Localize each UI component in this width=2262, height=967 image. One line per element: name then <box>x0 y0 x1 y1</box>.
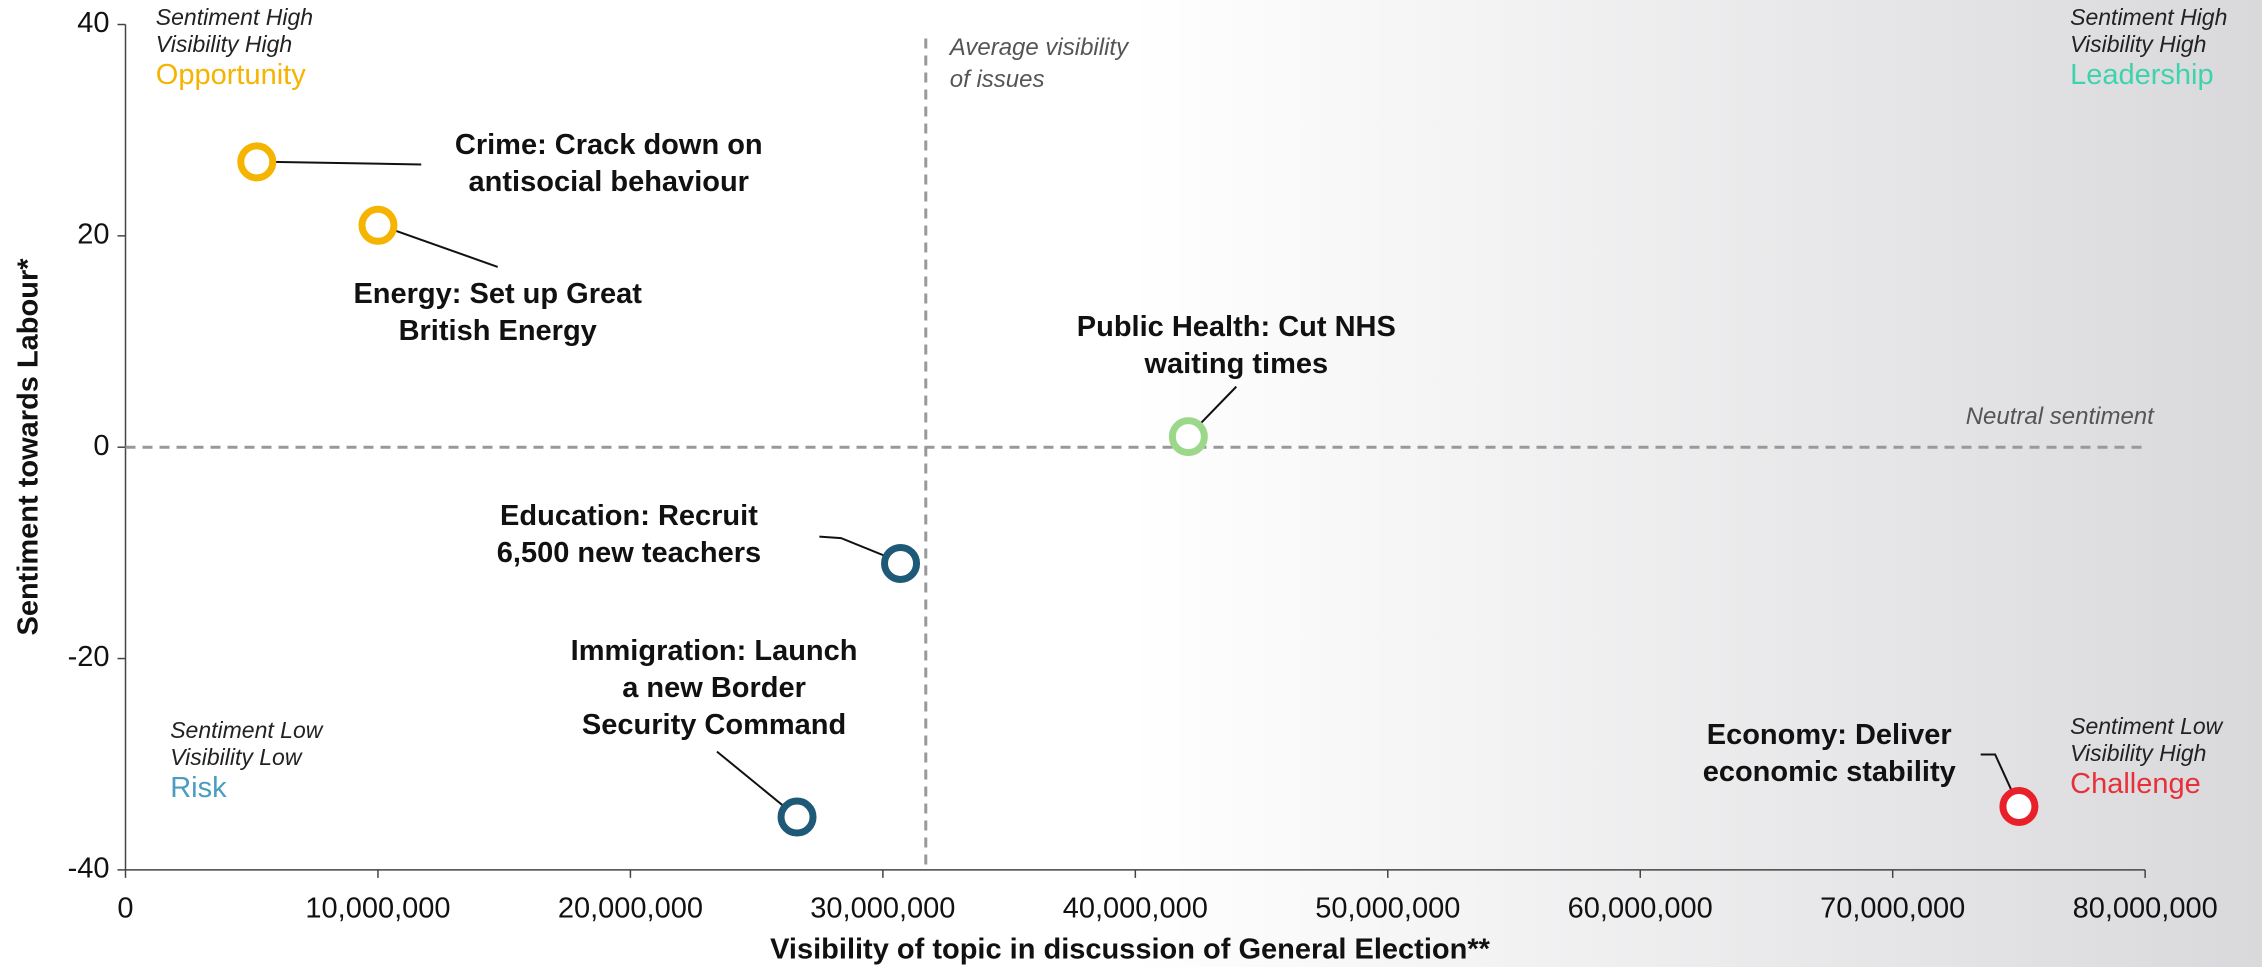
background <box>0 0 2262 967</box>
x-tick-label: 40,000,000 <box>1063 893 1208 925</box>
point <box>781 801 813 833</box>
point <box>2003 790 2035 822</box>
y-tick-label: 20 <box>77 219 109 251</box>
point <box>1172 421 1204 453</box>
x-tick-label: 80,000,000 <box>2073 893 2218 925</box>
quadrant-line: Visibility High <box>2070 31 2227 58</box>
y-tick-label: 0 <box>93 430 109 462</box>
quadrant-name: Opportunity <box>156 58 313 92</box>
x-tick-label: 20,000,000 <box>558 893 703 925</box>
reference-label: Neutral sentiment <box>1966 401 2154 433</box>
quadrant-line: Sentiment High <box>156 4 313 31</box>
quadrant-name: Challenge <box>2070 767 2222 801</box>
y-tick-label: -20 <box>68 641 110 673</box>
data-label: Economy: Deliver economic stability <box>1703 717 1956 791</box>
quadrant-line: Sentiment Low <box>2070 713 2222 740</box>
data-label: Immigration: Launch a new Border Securit… <box>571 633 858 744</box>
x-tick-label: 70,000,000 <box>1820 893 1965 925</box>
point <box>885 547 917 579</box>
quadrant-name: Risk <box>170 771 322 805</box>
chart: Visibility of topic in discussion of Gen… <box>0 0 2262 967</box>
x-axis-title: Visibility of topic in discussion of Gen… <box>770 934 1490 966</box>
quadrant-name: Leadership <box>2070 58 2227 92</box>
chart-canvas: Visibility of topic in discussion of Gen… <box>0 0 2262 967</box>
quadrant-line: Sentiment Low <box>170 717 322 744</box>
point <box>241 146 273 178</box>
data-label: Public Health: Cut NHS waiting times <box>1077 309 1396 383</box>
y-tick-label: 40 <box>77 7 109 39</box>
x-tick-label: 10,000,000 <box>305 893 450 925</box>
data-label: Crime: Crack down on antisocial behaviou… <box>455 127 763 201</box>
quadrant-line: Visibility Low <box>170 744 322 771</box>
x-tick-label: 0 <box>117 893 133 925</box>
data-label: Education: Recruit 6,500 new teachers <box>497 498 761 572</box>
quadrant-line: Sentiment High <box>2070 4 2227 31</box>
x-tick-label: 30,000,000 <box>810 893 955 925</box>
x-tick-label: 50,000,000 <box>1315 893 1460 925</box>
reference-label: Average visibility of issues <box>950 32 1128 96</box>
data-label: Energy: Set up Great British Energy <box>353 276 641 350</box>
x-tick-label: 60,000,000 <box>1568 893 1713 925</box>
y-axis-title: Sentiment towards Labour* <box>13 258 45 636</box>
quadrant-line: Visibility High <box>156 31 313 58</box>
quadrant-line: Visibility High <box>2070 740 2222 767</box>
y-tick-label: -40 <box>68 853 110 885</box>
point <box>362 209 394 241</box>
